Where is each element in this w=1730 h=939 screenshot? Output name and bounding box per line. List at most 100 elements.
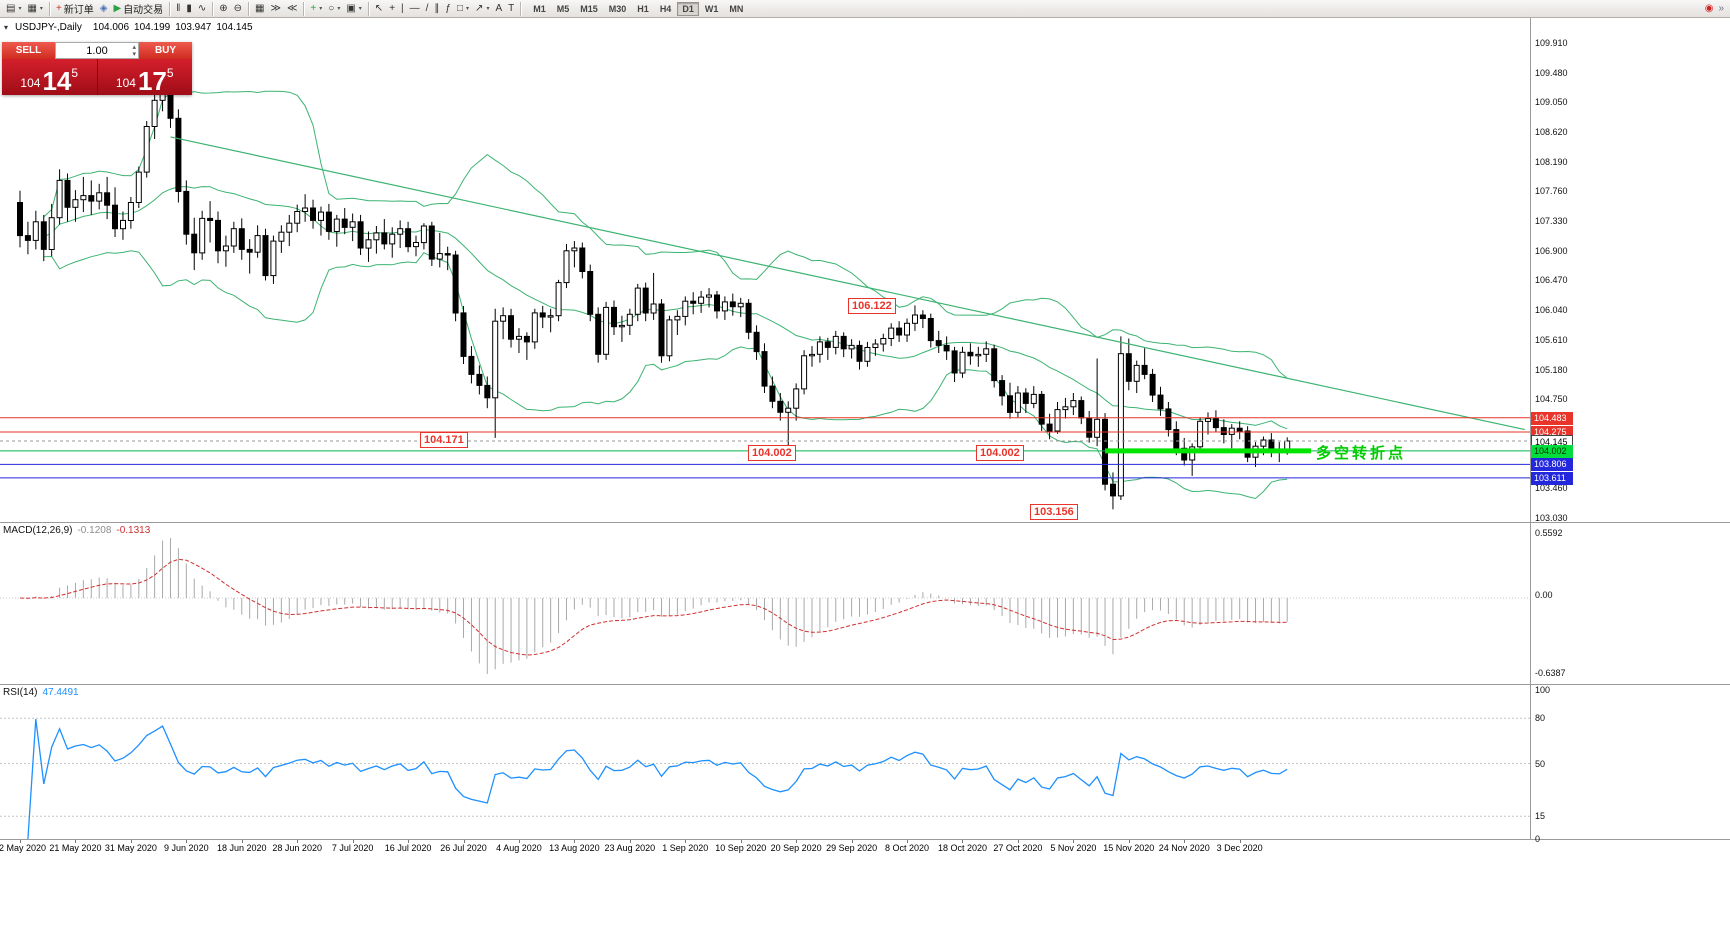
volume-down-button[interactable]: ▾ — [132, 51, 136, 58]
fibonacci-retracement-button[interactable]: ƒ — [442, 1, 454, 17]
new-order-button[interactable]: + 新订单 — [53, 1, 97, 17]
candle-body — [769, 385, 776, 402]
timeframe-w1-button[interactable]: W1 — [704, 3, 719, 14]
buy-button[interactable]: BUY — [139, 42, 192, 59]
sell-price-button[interactable]: 104 14 5 — [2, 59, 97, 95]
expert-advisors-button[interactable]: ◈ — [97, 1, 111, 17]
timeframe-h4-button[interactable]: H4 — [659, 3, 672, 14]
time-axis-label: 26 Jul 2020 — [440, 843, 487, 853]
candle-body — [405, 228, 412, 248]
trendline-button[interactable]: / — [423, 1, 432, 17]
sell-price-pips: 14 — [42, 66, 72, 96]
bar-chart-type-button[interactable]: ‖ — [173, 1, 183, 17]
time-axis-tick — [685, 840, 687, 843]
price-alert-icon[interactable]: ◉ — [1704, 2, 1714, 14]
candle-body — [56, 179, 63, 219]
toolbar-overflow-icon[interactable]: » — [1718, 2, 1724, 14]
volume-up-button[interactable]: ▴ — [132, 44, 136, 51]
candle-body — [888, 327, 895, 340]
candle-body — [325, 211, 332, 232]
time-axis-label: 12 May 2020 — [0, 843, 47, 853]
high-value: 104.199 — [134, 22, 171, 33]
new-chart-button[interactable]: ▤ ▾ — [3, 1, 24, 17]
price-axis[interactable]: 109.910 109.480 109.050 108.620 108.190 107.7… — [1530, 18, 1730, 523]
candle-body — [238, 228, 245, 250]
candle-body — [872, 343, 879, 348]
candle-body — [579, 247, 586, 272]
descending-trendline[interactable] — [170, 136, 1525, 431]
auto-scroll-button[interactable]: ≫ — [267, 1, 283, 17]
candlestick-chart-type-button[interactable]: ▮ — [183, 1, 195, 17]
toolbar-separator — [169, 1, 171, 16]
volume-spinner: ▴ ▾ — [132, 44, 136, 58]
macd-canvas[interactable] — [0, 523, 1530, 684]
time-axis-tick — [907, 840, 909, 843]
rsi-axis[interactable]: 100 80 50 15 0 — [1530, 685, 1730, 844]
vertical-line-button[interactable]: | — [398, 1, 407, 17]
one-click-toggle-icon[interactable]: ▾ — [4, 23, 9, 32]
candle-body — [428, 225, 435, 260]
periods-button[interactable]: ○ ▾ — [325, 1, 343, 17]
candle-body — [143, 126, 150, 173]
candle-body — [516, 335, 522, 340]
timeframe-d1-button[interactable]: D1 — [677, 1, 699, 16]
candle-body — [17, 202, 23, 237]
horizontal-line-button[interactable]: — — [407, 1, 423, 17]
timeframe-mn-button[interactable]: MN — [729, 3, 744, 14]
timeframe-m1-button[interactable]: M1 — [533, 3, 546, 14]
timeframe-m5-button[interactable]: M5 — [556, 3, 570, 14]
price-axis-label: 109.480 — [1535, 68, 1568, 78]
time-axis-label: 29 Sep 2020 — [826, 843, 878, 853]
candle-body — [1220, 427, 1227, 436]
candle-body — [1212, 418, 1219, 429]
candle-body — [1173, 429, 1180, 449]
chart-info-line: ▾ USDJPY-,Daily 104.006 104.199 103.947 … — [4, 22, 253, 33]
rsi-canvas[interactable] — [0, 685, 1530, 839]
timeframe-m15-button[interactable]: M15 — [580, 3, 598, 14]
macd-main-value: -0.1208 — [77, 525, 112, 536]
crosshair-button[interactable]: + — [386, 1, 398, 17]
time-axis-tick — [1073, 840, 1075, 843]
arrows-button[interactable]: ↗ ▾ — [472, 1, 492, 17]
candle-body — [1157, 394, 1164, 410]
macd-axis[interactable]: 0.5592 0.00 -0.6387 — [1530, 523, 1730, 684]
candle-body — [840, 335, 847, 350]
templates-button[interactable]: ▣ ▾ — [343, 1, 364, 17]
candle-body — [848, 344, 855, 350]
main-chart-panel[interactable]: ▾ USDJPY-,Daily 104.006 104.199 103.947 … — [0, 18, 1730, 523]
line-chart-type-button[interactable]: ∿ — [195, 1, 209, 17]
rsi-axis-label: 15 — [1535, 811, 1546, 821]
price-axis-label: 103.030 — [1535, 513, 1568, 523]
text-label-button[interactable]: T — [505, 1, 517, 17]
time-axis-tick — [75, 840, 77, 843]
tile-windows-button[interactable]: ▦ — [252, 1, 267, 17]
candle-body — [270, 240, 277, 277]
chart-shift-button[interactable]: ≪ — [284, 1, 300, 17]
zoom-out-button[interactable]: ⊖ — [231, 1, 245, 17]
rsi-panel[interactable]: RSI(14) 47.4491 100 80 50 15 0 — [0, 684, 1730, 844]
sell-button[interactable]: SELL — [2, 42, 55, 59]
buy-price-button[interactable]: 104 17 5 — [96, 59, 192, 95]
indicators-button[interactable]: + ▾ — [307, 1, 325, 17]
time-axis-tick — [352, 840, 354, 843]
timeframe-h1-button[interactable]: H1 — [637, 3, 649, 14]
text-button[interactable]: A — [492, 1, 505, 17]
shapes-button[interactable]: □ ▾ — [454, 1, 472, 17]
macd-panel[interactable]: MACD(12,26,9) -0.1208 -0.1313 0.5592 0.00… — [0, 522, 1730, 684]
candle-body — [1022, 392, 1029, 404]
price-chart-canvas[interactable] — [0, 18, 1530, 522]
time-axis-label: 18 Jun 2020 — [216, 843, 267, 853]
equidistant-channel-button[interactable]: ∥ — [431, 1, 442, 17]
volume-field[interactable]: 1.00 ▴ ▾ — [55, 42, 139, 59]
fibonacci-retracement-icon: ƒ — [445, 2, 451, 14]
candle-body — [1070, 400, 1077, 408]
cursor-button[interactable]: ↖ — [372, 1, 386, 17]
auto-trading-button[interactable]: ▶ 自动交易 — [110, 1, 166, 17]
chart-profiles-button[interactable]: ▦ ▾ — [24, 1, 45, 17]
zoom-in-button[interactable]: ⊕ — [216, 1, 230, 17]
candle-body — [729, 301, 736, 308]
candle-body — [1181, 447, 1188, 461]
timeframe-m30-button[interactable]: M30 — [608, 3, 627, 14]
candle-body — [246, 248, 253, 253]
